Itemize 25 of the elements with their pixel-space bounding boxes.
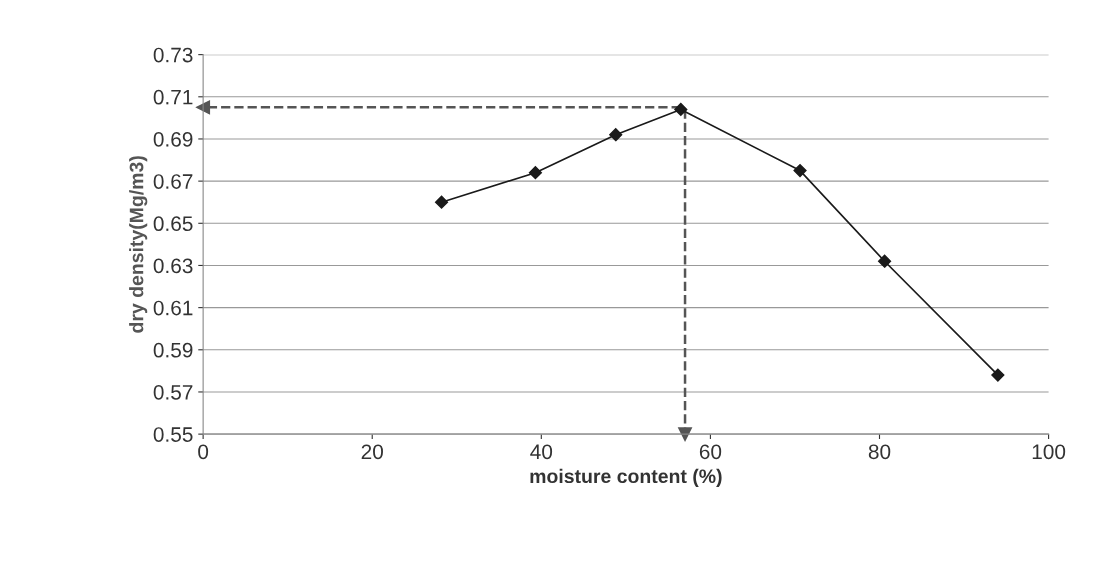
point (877, 254, 892, 268)
y-tick-label: 0.61 (153, 300, 193, 316)
x-tick-label: 100 (1032, 444, 1066, 460)
point (528, 166, 542, 180)
point (991, 368, 1005, 382)
y-tick-label: 0.69 (153, 131, 193, 147)
x-axis-title: moisture content (%) (530, 468, 722, 487)
point (434, 195, 449, 209)
y-tick-label: 0.55 (153, 427, 193, 442)
y-tick-label: 0.73 (153, 47, 193, 63)
point (674, 102, 688, 117)
y-axis-title: dry density(Mg/m3) (129, 156, 148, 333)
x-tick-label: 20 (361, 444, 383, 460)
y-tick-label: 0.71 (153, 89, 193, 105)
y-tick-label: 0.67 (153, 174, 193, 189)
y-tick-label: 0.63 (153, 258, 193, 274)
point (793, 163, 807, 178)
x-tick-label: 40 (530, 444, 553, 460)
y-tick-label: 0.57 (153, 384, 193, 400)
point (609, 128, 623, 142)
y-tick-label: 0.59 (153, 342, 193, 358)
x-tick-label: 0 (198, 444, 209, 460)
x-tick-label: 60 (699, 444, 722, 460)
x-tick-label: 80 (868, 444, 891, 460)
y-tick-label: 0.65 (153, 216, 193, 232)
